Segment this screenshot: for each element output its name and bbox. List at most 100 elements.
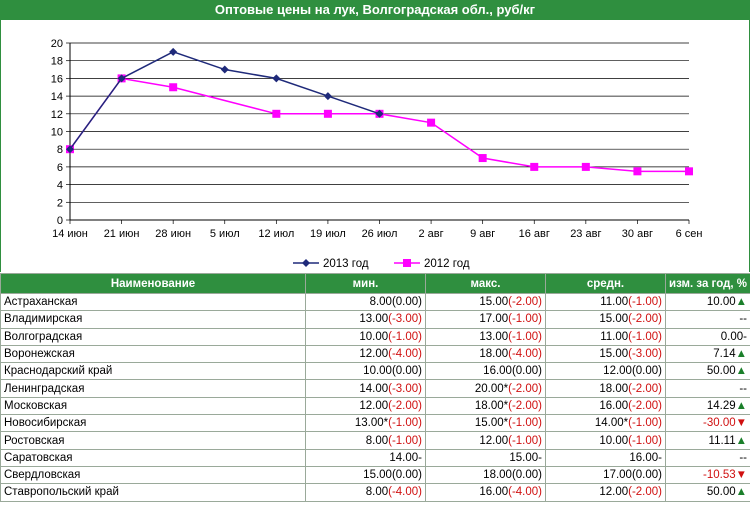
- max-cell-delta: (-1.00): [508, 417, 542, 430]
- line-chart: 0 2 4 6 8 10 12 14 16 18 20 14 июн 21 июн 28 июн 5 июл…: [51, 38, 703, 270]
- min-cell-value: 13.00: [359, 313, 389, 326]
- min-cell: 8.00(-4.00): [305, 483, 426, 502]
- min-cell-delta: (0.00): [391, 469, 422, 482]
- region-name: Астраханская: [0, 292, 306, 312]
- max-cell-delta: (-1.00): [508, 434, 542, 447]
- x-tick-label: 26 июл: [362, 228, 398, 240]
- region-name: Свердловская: [0, 465, 306, 485]
- table-row: Владимирская 13.00(-3.00) 17.00(-1.00) 15.0…: [0, 310, 750, 329]
- avg-cell-value: 11.00: [600, 330, 629, 343]
- min-cell: 14.00-: [305, 448, 426, 467]
- x-tick-label: 16 авг: [519, 228, 550, 240]
- min-cell-value: 13.00*: [354, 417, 389, 430]
- x-tick-label: 30 авг: [622, 228, 653, 240]
- data-point: [427, 118, 436, 127]
- avg-cell-delta: (-1.00): [628, 434, 662, 447]
- region-name: Ростовская: [0, 431, 306, 450]
- max-cell-delta: (-2.00): [508, 382, 542, 395]
- up-arrow-icon: ▲: [735, 296, 747, 309]
- avg-cell-value: 10.00: [599, 434, 629, 447]
- year-change-cell: 7.14▲: [665, 344, 750, 364]
- min-cell-value: 14.00: [359, 382, 389, 395]
- table-row: Саратовская 14.00- 15.00- 16.00- --: [0, 448, 750, 467]
- year-change-cell: 11.11▲: [665, 431, 750, 450]
- legend-marker: [403, 259, 411, 267]
- avg-cell-value: 16.00: [629, 451, 659, 464]
- avg-cell-delta: -: [658, 451, 662, 464]
- min-cell-value: 12.00: [359, 348, 389, 361]
- max-cell-value: 15.00: [509, 451, 539, 464]
- year-change-value: --: [739, 382, 747, 395]
- region-name: Московская: [0, 396, 306, 416]
- max-cell-value: 17.00: [479, 313, 509, 326]
- avg-cell: 14.00*(-1.00): [545, 414, 666, 433]
- legend-marker: [302, 259, 310, 267]
- avg-cell-delta: (-2.00): [628, 399, 662, 412]
- min-cell-delta: -: [418, 451, 422, 464]
- avg-cell-delta: (-2.00): [628, 313, 662, 326]
- chart-area: 0 2 4 6 8 10 12 14 16 18 20 14 июн 21 июн 28 июн 5 июл…: [0, 20, 750, 272]
- avg-cell: 12.00(0.00): [545, 362, 666, 381]
- min-cell: 10.00(0.00): [305, 362, 426, 381]
- max-cell: 15.00(-2.00): [425, 292, 546, 312]
- max-cell: 20.00*(-2.00): [425, 379, 546, 398]
- region-name: Новосибирская: [0, 414, 306, 433]
- max-cell: 17.00(-1.00): [425, 310, 546, 329]
- avg-cell: 15.00(-2.00): [545, 310, 666, 329]
- min-cell-delta: (-3.00): [388, 313, 422, 326]
- chart-title: Оптовые цены на лук, Волгоградская обл.,…: [0, 0, 750, 20]
- data-point: [323, 109, 332, 118]
- avg-cell: 15.00(-3.00): [545, 344, 666, 364]
- region-name: Ставропольский край: [0, 483, 306, 502]
- y-tick-label: 8: [57, 144, 63, 156]
- min-cell: 13.00(-3.00): [305, 310, 426, 329]
- y-tick-label: 0: [57, 215, 63, 227]
- year-change-cell: 10.00▲: [665, 292, 750, 312]
- data-point: [169, 47, 178, 56]
- avg-cell: 16.00(-2.00): [545, 396, 666, 416]
- avg-cell-value: 12.00: [603, 365, 632, 378]
- region-name: Воронежская: [0, 344, 306, 364]
- x-tick-label: 19 июл: [310, 228, 346, 240]
- year-change-cell: 50.00▲: [665, 483, 750, 502]
- min-cell: 12.00(-4.00): [305, 344, 426, 364]
- max-cell-delta: (-1.00): [508, 313, 542, 326]
- year-change-cell: 14.29▲: [665, 396, 750, 416]
- year-change-value: 10.00: [706, 296, 736, 309]
- year-change-value: 0.00-: [720, 330, 747, 343]
- data-point: [581, 162, 590, 171]
- min-cell-delta: (0.00): [391, 296, 422, 309]
- down-arrow-icon: ▼: [735, 417, 747, 430]
- header-max: макс.: [425, 273, 546, 294]
- year-change-value: 11.11: [708, 434, 736, 447]
- max-cell-delta: (0.00): [511, 469, 542, 482]
- min-cell: 12.00(-2.00): [305, 396, 426, 416]
- header-name: Наименование: [0, 273, 306, 294]
- avg-cell-value: 12.00: [599, 486, 629, 499]
- min-cell-delta: (-3.00): [388, 382, 422, 395]
- year-change-cell: -10.53▼: [665, 465, 750, 485]
- data-point: [685, 167, 693, 176]
- region-name: Волгоградская: [0, 327, 306, 346]
- year-change-value: 50.00: [706, 486, 736, 499]
- x-tick-label: 28 июн: [155, 228, 191, 240]
- max-cell-value: 13.00: [479, 330, 509, 343]
- avg-cell: 16.00-: [545, 448, 666, 467]
- max-cell-delta: (-1.00): [508, 330, 542, 343]
- avg-cell: 11.00(-1.00): [545, 327, 666, 346]
- year-change-value: --: [739, 451, 747, 464]
- region-name: Владимирская: [0, 310, 306, 329]
- data-point: [66, 145, 74, 154]
- avg-cell-delta: (-1.00): [628, 417, 662, 430]
- year-change-value: -10.53: [703, 469, 736, 482]
- region-name: Краснодарский край: [0, 362, 306, 381]
- avg-cell-value: 11.00: [600, 296, 629, 309]
- max-cell: 18.00*(-2.00): [425, 396, 546, 416]
- up-arrow-icon: ▲: [735, 365, 747, 378]
- max-cell: 15.00*(-1.00): [425, 414, 546, 433]
- data-point: [220, 65, 229, 74]
- max-cell-delta: (-2.00): [508, 296, 542, 309]
- year-change-cell: -30.00▼: [665, 414, 750, 433]
- series-line-1: [69, 77, 689, 173]
- min-cell-value: 8.00: [369, 296, 392, 309]
